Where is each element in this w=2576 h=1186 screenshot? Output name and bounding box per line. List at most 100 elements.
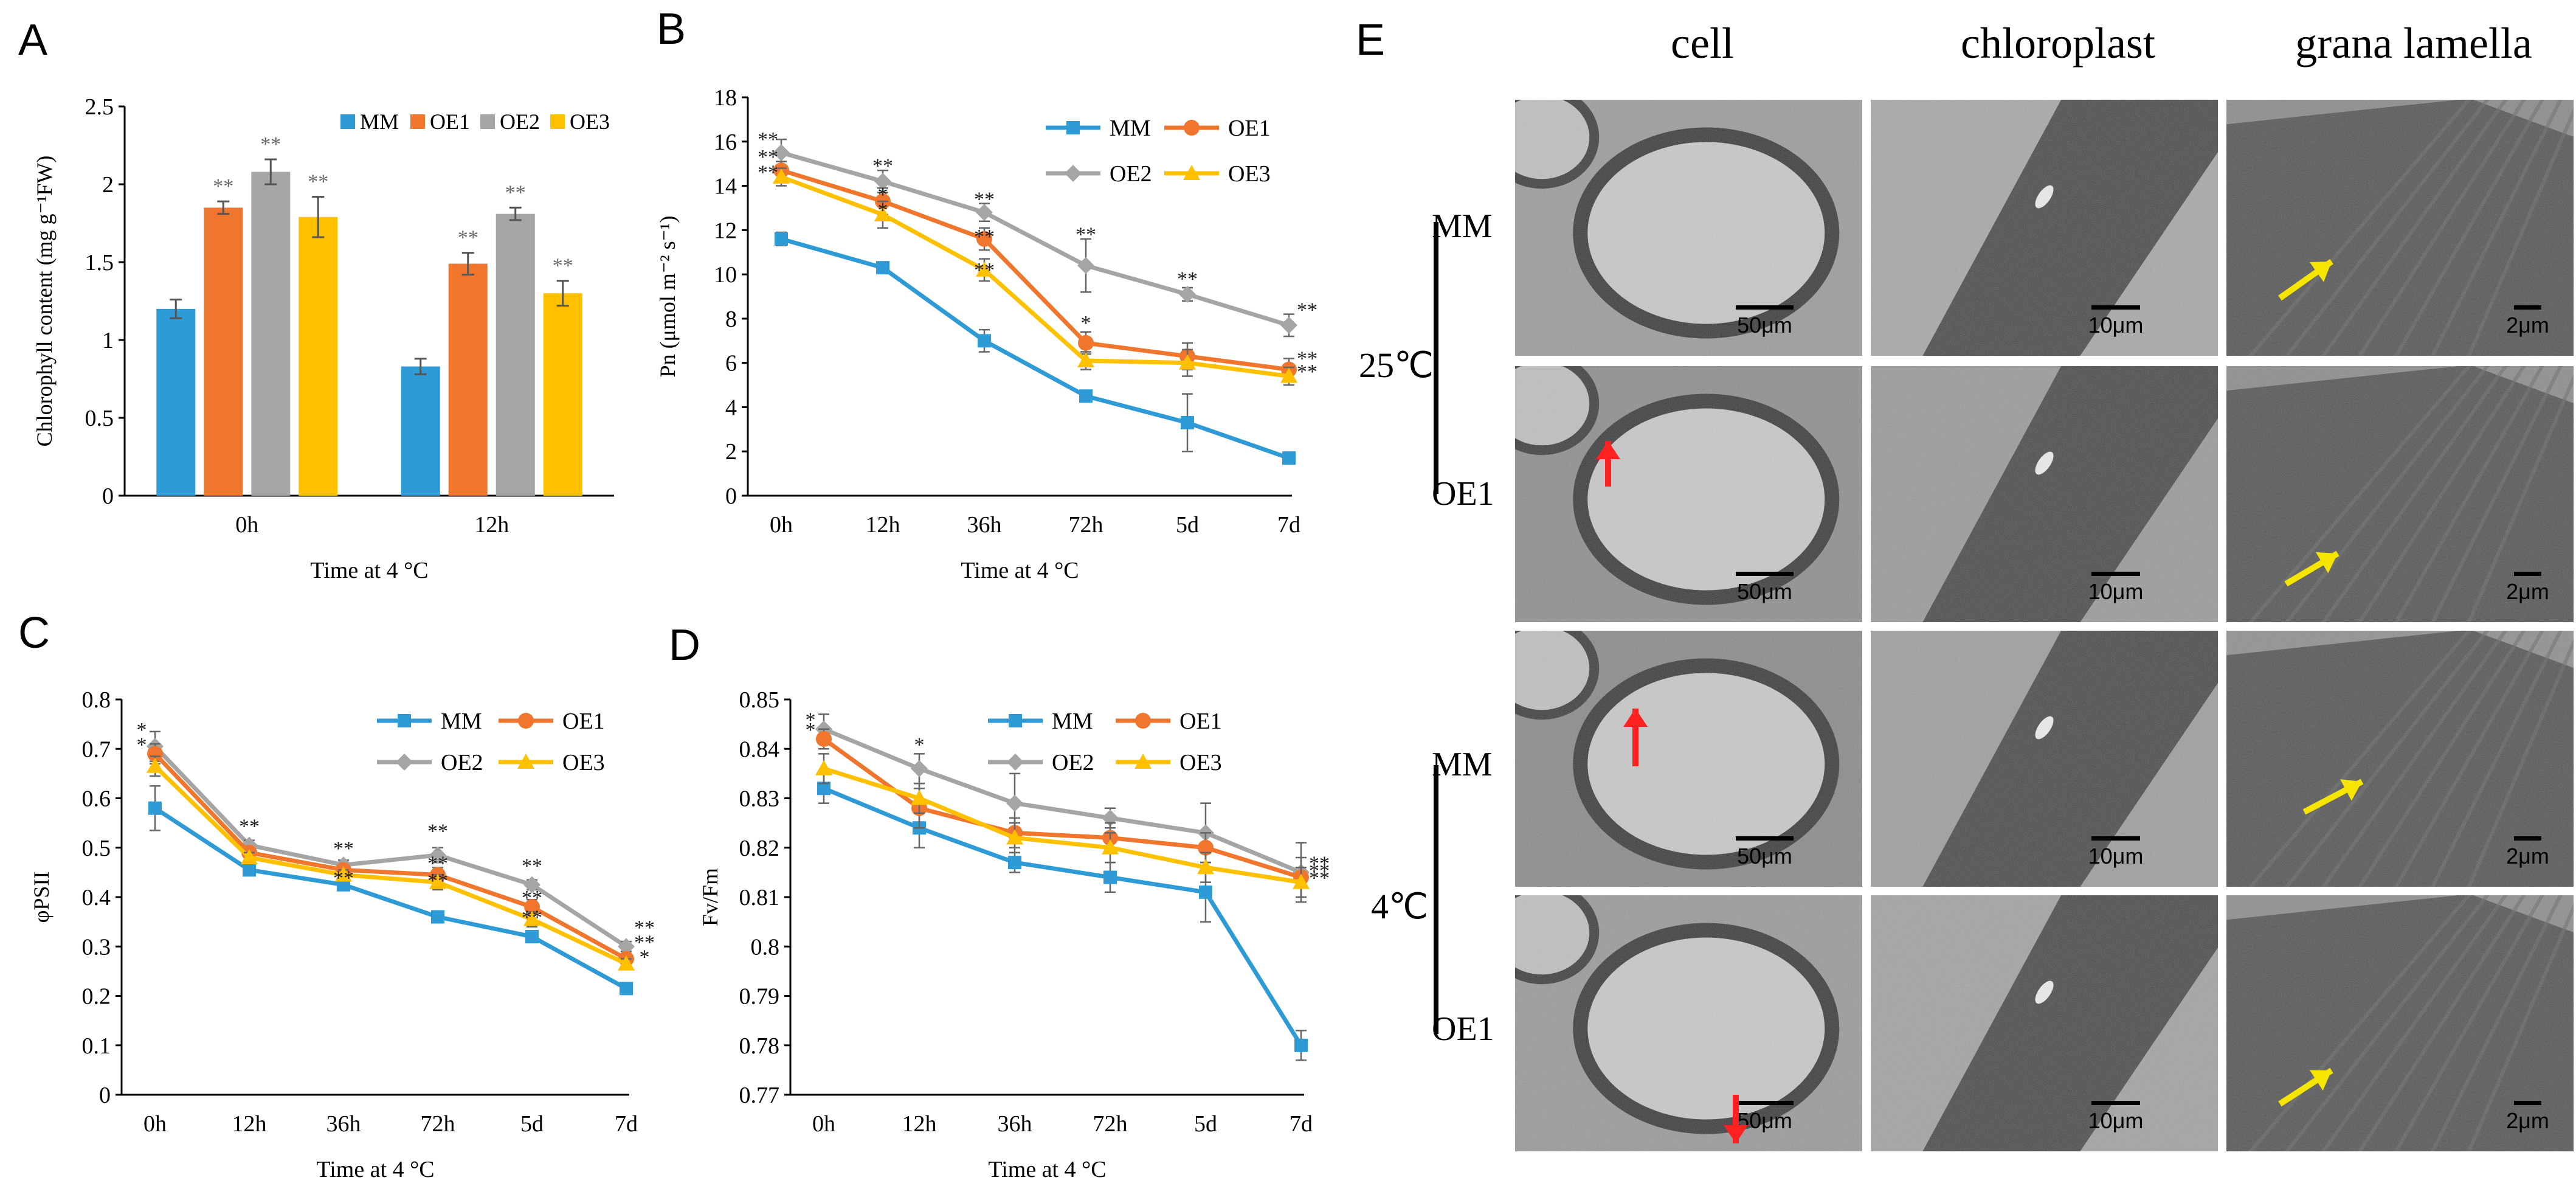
series-line-mm	[781, 237, 1290, 460]
significance-mark: *	[137, 733, 147, 756]
significance-mark: *	[806, 709, 816, 732]
panel-label-a: A	[18, 16, 47, 64]
data-point-oe1	[976, 231, 992, 247]
significance-mark: **	[458, 227, 478, 249]
row-label-25c-oe1: OE1	[1432, 475, 1494, 513]
data-point-oe2	[618, 938, 635, 955]
scale-bar-label: 2μm	[2506, 844, 2549, 869]
data-point-oe3	[1179, 354, 1196, 370]
x-tick-label: 0h	[812, 1111, 835, 1137]
series-line-oe3	[780, 175, 1290, 378]
significance-mark: **	[1177, 268, 1198, 290]
tem-grain	[1514, 99, 1863, 357]
y-tick-label: 0.8	[82, 687, 111, 713]
scale-bar-label: 10μm	[2088, 579, 2144, 604]
significance-mark: **	[1309, 852, 1330, 875]
significance-mark: **	[522, 855, 542, 877]
tem-grain	[2225, 894, 2575, 1153]
tem-grain	[1514, 894, 1863, 1153]
significance-mark: **	[1309, 860, 1330, 883]
legend-label-mm: MM	[1052, 709, 1093, 734]
significance-mark: **	[758, 128, 778, 151]
data-point-oe1	[1198, 839, 1214, 856]
column-label-chloroplast: chloroplast	[1961, 19, 2155, 68]
x-axis-title: Time at 4 °C	[988, 1157, 1106, 1182]
tem-image-r3-c1: 50μm	[1514, 629, 1863, 888]
data-point-oe3	[1102, 839, 1119, 855]
series-line-oe2	[781, 150, 1290, 328]
scale-bar-label: 10μm	[2088, 1108, 2144, 1133]
legend-marker-oe3	[1183, 165, 1200, 180]
x-tick-label: 12h	[866, 512, 900, 538]
legend-label-oe1: OE1	[1179, 709, 1222, 734]
y-tick-label: 12	[714, 218, 737, 243]
scale-bar-label: 2μm	[2506, 313, 2549, 338]
significance-mark: *	[914, 733, 925, 756]
tem-image-r4-c2: 10μm	[1870, 894, 2219, 1153]
data-point-mm	[1103, 870, 1117, 884]
significance-mark: **	[1297, 299, 1317, 321]
x-axis-title: Time at 4 °C	[961, 558, 1079, 583]
legend-marker-oe2	[1007, 754, 1024, 771]
legend-label-mm: MM	[360, 109, 399, 134]
significance-mark: **	[333, 837, 354, 860]
chart-c-phipsii: 0 0.1 0.2 0.3 0.4 0.5 0.6 0.7 0.8 φPSII Time at 4 …	[29, 687, 655, 1182]
data-point-oe2	[1006, 794, 1023, 812]
significance-mark: **	[427, 870, 448, 892]
bar-oe3-0h	[299, 217, 338, 496]
y-tick-label: 0	[99, 1083, 111, 1108]
bar-mm-0h	[156, 308, 196, 496]
y-tick-label: 16	[714, 130, 737, 155]
data-point-mm	[817, 782, 830, 796]
data-point-mm	[978, 334, 991, 348]
tem-image-r2-c1: 50μm	[1514, 365, 1863, 623]
tem-image-r3-c2: 10μm	[1870, 629, 2219, 888]
x-tick-label: 7d	[1290, 1111, 1313, 1137]
data-point-oe2	[1280, 316, 1297, 334]
legend-label-mm: MM	[1110, 116, 1151, 141]
red-arrow-head	[1724, 1125, 1748, 1143]
bar-oe3-12h	[543, 293, 582, 496]
yellow-arrow-head	[2309, 262, 2332, 282]
x-tick-label: 36h	[998, 1111, 1032, 1137]
legend-marker-oe2	[396, 754, 413, 771]
y-tick-label: 14	[714, 174, 737, 199]
y-tick-label: 0.82	[739, 836, 780, 861]
data-point-mm	[525, 930, 539, 943]
significance-mark: **	[427, 852, 448, 875]
yellow-arrow-head	[2309, 1070, 2332, 1091]
significance-mark: **	[308, 170, 328, 193]
data-point-oe3	[335, 866, 352, 882]
scale-bar-label: 10μm	[2088, 844, 2144, 869]
y-tick-label: 0.84	[739, 737, 780, 762]
chart-a-chlorophyll: 0 0.5 1 1.5 2 2.5 Chlorophyll content (mg g⁻¹F…	[32, 94, 614, 583]
temperature-label-4c: 4℃	[1371, 887, 1428, 926]
tem-image-r2-c2: 10μm	[1870, 365, 2219, 623]
tem-image-r3-c3: 2μm	[2225, 629, 2575, 888]
scale-bar	[2091, 305, 2140, 310]
significance-mark: *	[878, 184, 888, 206]
data-point-mm	[1294, 1038, 1308, 1052]
y-tick-label: 0	[102, 484, 114, 509]
legend-swatch-mm	[340, 114, 355, 129]
x-tick-label: 5d	[520, 1111, 544, 1137]
x-tick-label: 5d	[1176, 512, 1199, 538]
data-point-oe3	[815, 760, 832, 775]
tem-grain	[2225, 365, 2575, 623]
data-point-oe3	[911, 789, 928, 805]
legend-marker-oe3	[517, 754, 534, 769]
data-point-mm	[148, 801, 162, 815]
data-point-oe2	[911, 760, 928, 777]
scale-bar	[2514, 836, 2541, 841]
y-tick-label: 2.5	[85, 94, 114, 120]
scale-bar-label: 50μm	[1737, 844, 1792, 869]
significance-mark: **	[758, 162, 778, 184]
x-tick-label: 7d	[615, 1111, 638, 1137]
x-tick-label: 36h	[967, 512, 1002, 538]
y-tick-label: 1	[102, 328, 114, 353]
tem-grain	[2225, 629, 2575, 888]
y-tick-label: 0.77	[739, 1083, 780, 1108]
column-label-grana-lamella: grana lamella	[2295, 19, 2532, 68]
x-tick-label: 72h	[1069, 512, 1103, 538]
bar-oe2-0h	[251, 172, 291, 496]
